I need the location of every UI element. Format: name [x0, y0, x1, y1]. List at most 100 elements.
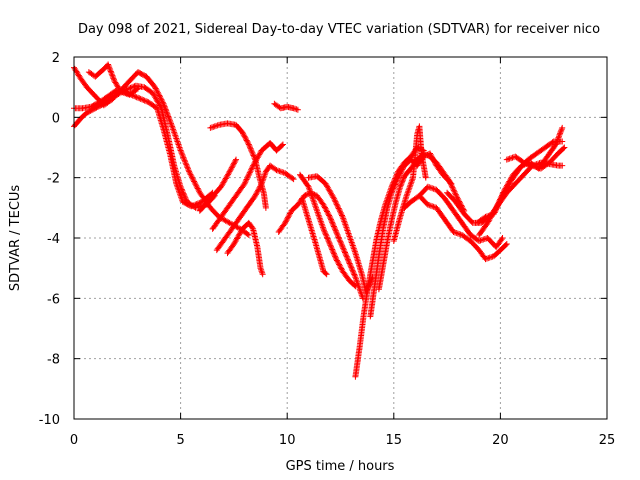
data-point [416, 133, 419, 135]
data-point [316, 175, 318, 177]
data-point [314, 240, 316, 242]
series-track-t [416, 192, 510, 263]
data-point [499, 249, 502, 251]
data-point [111, 98, 114, 101]
data-point [446, 191, 448, 194]
data-point [390, 191, 393, 194]
data-point [256, 246, 259, 248]
data-point [410, 158, 412, 161]
data-point [171, 125, 173, 128]
data-point [373, 285, 376, 288]
data-point [531, 164, 534, 167]
data-point [179, 149, 182, 152]
data-point [444, 197, 446, 200]
data-point [341, 216, 344, 218]
data-point [546, 155, 549, 158]
series-track-h [224, 219, 266, 278]
data-point [523, 173, 525, 176]
data-point [341, 270, 344, 272]
data-point [181, 201, 184, 203]
data-point [514, 182, 517, 185]
data-point [469, 240, 472, 242]
data-point [442, 170, 444, 173]
data-point [290, 210, 293, 212]
data-point [397, 176, 399, 179]
data-point [544, 146, 546, 149]
x-tick-label: 0 [70, 433, 78, 448]
data-point [403, 164, 406, 167]
data-point [286, 105, 289, 108]
data-point [237, 219, 239, 221]
data-point [418, 125, 421, 128]
data-point [329, 216, 331, 218]
data-point [486, 237, 489, 239]
data-point [233, 197, 235, 200]
data-point [348, 261, 350, 263]
data-point [478, 240, 480, 242]
data-point [280, 107, 282, 110]
data-point [367, 285, 370, 288]
data-point [252, 228, 254, 230]
data-point [322, 204, 325, 206]
series-track-x [503, 144, 568, 172]
data-point [284, 222, 286, 224]
data-point [275, 169, 278, 171]
data-point [403, 175, 406, 177]
x-tick-label: 20 [492, 433, 509, 448]
x-axis-label: GPS time / hours [286, 459, 395, 474]
data-point [548, 161, 551, 164]
data-point [520, 164, 523, 167]
data-point [561, 127, 564, 129]
data-point [424, 176, 427, 179]
data-point [318, 255, 320, 257]
x-tick-label: 25 [599, 433, 616, 448]
data-point [261, 273, 264, 276]
data-point [444, 219, 446, 221]
data-point [128, 80, 131, 82]
data-point [209, 207, 212, 209]
data-point [335, 231, 338, 233]
data-point [252, 164, 254, 167]
data-point [277, 231, 280, 233]
data-point [382, 264, 384, 266]
data-point [248, 222, 250, 224]
data-point [469, 234, 472, 236]
data-point [211, 228, 214, 230]
data-point [476, 222, 478, 224]
data-point [555, 143, 557, 146]
series-track-s [401, 183, 506, 250]
data-point [94, 95, 97, 98]
data-point [147, 101, 150, 104]
data-point [269, 164, 271, 167]
data-point [254, 194, 257, 197]
data-point [233, 243, 235, 245]
data-point [145, 75, 148, 78]
data-point [535, 152, 538, 155]
data-point [90, 105, 92, 108]
data-point [113, 80, 116, 82]
data-point [333, 197, 335, 200]
data-point [254, 158, 257, 161]
data-point [79, 77, 82, 79]
data-point [461, 222, 463, 224]
data-point [375, 237, 378, 239]
data-point [527, 158, 529, 161]
data-point [505, 158, 508, 161]
data-point [418, 194, 421, 197]
data-point [128, 93, 131, 96]
data-point [478, 234, 480, 236]
data-point [235, 124, 237, 126]
data-point [427, 185, 429, 188]
data-point [152, 92, 154, 94]
data-point [335, 258, 338, 260]
data-point [362, 297, 364, 300]
data-point [378, 255, 380, 257]
data-point [209, 197, 212, 200]
data-point [243, 182, 246, 185]
data-point [303, 194, 306, 197]
data-point [94, 107, 97, 110]
data-point [162, 102, 165, 105]
y-tick-label: -2 [47, 172, 60, 187]
data-point [248, 143, 250, 146]
data-point [386, 240, 389, 242]
